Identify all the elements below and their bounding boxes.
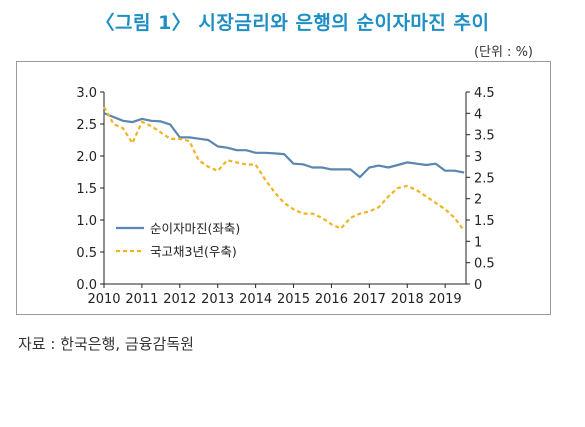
right-tick-label: 2.5	[474, 171, 495, 186]
x-tick-label: 2017	[353, 292, 386, 307]
chart-frame	[16, 61, 551, 315]
source-note: 자료 : 한국은행, 금융감독원	[18, 335, 194, 353]
left-tick-label: 2.0	[76, 150, 97, 165]
left-tick-label: 2.5	[76, 118, 97, 133]
right-tick-label: 1.5	[474, 214, 495, 229]
right-tick-label: 0.5	[474, 257, 495, 272]
x-tick-label: 2016	[315, 292, 348, 307]
right-tick-label: 4.5	[474, 86, 495, 101]
left-tick-label: 0.0	[76, 278, 97, 293]
right-tick-label: 3	[474, 150, 482, 165]
legend: 순이자마진(좌축) 국고채3년(우축)	[116, 221, 240, 259]
right-tick-label: 3.5	[474, 129, 495, 144]
x-tick-label: 2019	[429, 292, 462, 307]
chart-title: 〈그림 1〉 시장금리와 은행의 순이자마진 추이	[95, 12, 490, 34]
x-tick-label: 2013	[201, 292, 234, 307]
left-tick-label: 1.5	[76, 182, 97, 197]
x-tick-label: 2010	[87, 292, 120, 307]
x-tick-label: 2014	[239, 292, 272, 307]
right-tick-label: 2	[474, 193, 482, 208]
x-tick-label: 2018	[391, 292, 424, 307]
left-tick-label: 3.0	[76, 86, 97, 101]
unit-label: (단위 : %)	[473, 45, 533, 60]
legend-label: 순이자마진(좌축)	[150, 221, 240, 236]
left-tick-label: 1.0	[76, 214, 97, 229]
right-tick-label: 4	[474, 107, 482, 122]
nim-series-line	[103, 112, 465, 179]
bond-series-line	[103, 106, 465, 232]
x-tick-label: 2015	[277, 292, 310, 307]
x-tick-label: 2012	[163, 292, 196, 307]
left-tick-label: 0.5	[76, 246, 97, 261]
right-tick-label: 0	[474, 278, 482, 293]
right-tick-label: 1	[474, 235, 482, 250]
x-tick-label: 2011	[125, 292, 158, 307]
legend-label: 국고채3년(우축)	[150, 244, 237, 259]
